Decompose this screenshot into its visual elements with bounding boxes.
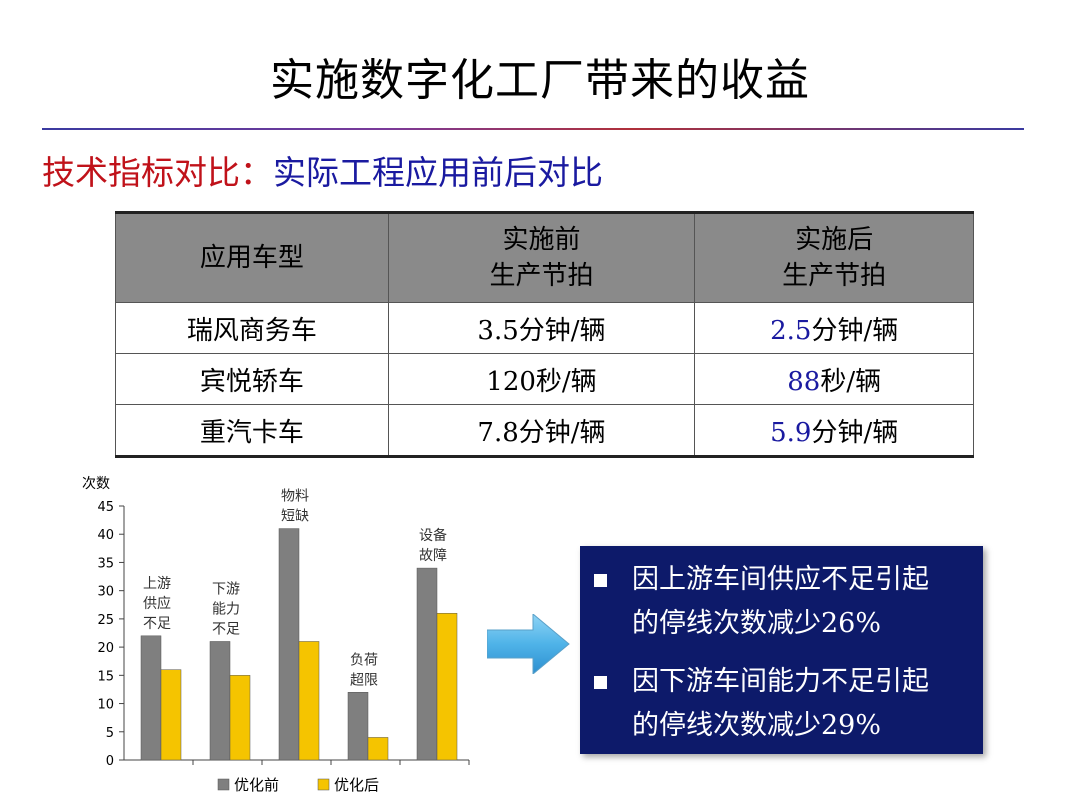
y-tick-label: 30 xyxy=(97,585,114,600)
category-label: 下游 xyxy=(212,581,240,597)
category-label: 不足 xyxy=(143,616,171,632)
bullet-square-icon xyxy=(594,574,607,587)
bar xyxy=(436,612,458,761)
category-label: 上游 xyxy=(143,576,171,592)
y-tick-label: 10 xyxy=(97,698,114,713)
bar xyxy=(209,641,231,761)
y-axis-label: 次数 xyxy=(82,476,110,492)
y-tick-label: 15 xyxy=(97,669,114,684)
header-before: 实施前 生产节拍 xyxy=(387,211,696,303)
bar xyxy=(367,737,389,761)
category-label: 不足 xyxy=(212,621,240,637)
header-model: 应用车型 xyxy=(115,211,389,303)
bar xyxy=(140,635,162,761)
table-row: 宾悦轿车 120秒/辆 88秒/辆 xyxy=(115,353,974,405)
cell-model: 瑞风商务车 xyxy=(115,302,389,354)
legend-label: 优化后 xyxy=(334,776,379,794)
legend-swatch xyxy=(217,778,230,791)
cell-before: 3.5分钟/辆 xyxy=(387,302,696,354)
bar xyxy=(347,692,369,761)
category-label: 设备 xyxy=(419,527,447,544)
y-tick-label: 20 xyxy=(97,641,114,656)
cell-after: 2.5分钟/辆 xyxy=(694,302,974,354)
header-after: 实施后 生产节拍 xyxy=(694,211,974,303)
slide-subtitle: 技术指标对比：实际工程应用前后对比 xyxy=(42,146,603,194)
table-row: 重汽卡车 7.8分钟/辆 5.9分钟/辆 xyxy=(115,404,974,458)
bullet-square-icon xyxy=(594,676,607,689)
cell-model: 重汽卡车 xyxy=(115,404,389,458)
bar xyxy=(298,641,320,761)
legend-swatch xyxy=(317,778,330,791)
category-label: 短缺 xyxy=(281,509,309,525)
bar xyxy=(229,675,251,761)
bar xyxy=(160,669,182,761)
right-arrow-icon xyxy=(487,614,570,674)
y-tick-label: 5 xyxy=(106,726,114,741)
table-row: 瑞风商务车 3.5分钟/辆 2.5分钟/辆 xyxy=(115,302,974,354)
cell-model: 宾悦轿车 xyxy=(115,353,389,405)
cell-before: 7.8分钟/辆 xyxy=(387,404,696,458)
cell-after: 88秒/辆 xyxy=(694,353,974,405)
category-label: 超限 xyxy=(350,672,378,688)
category-label: 供应 xyxy=(143,595,171,612)
subtitle-prefix: 技术指标对比： xyxy=(42,153,273,192)
y-tick-label: 40 xyxy=(97,528,114,543)
category-label: 物料 xyxy=(281,489,309,505)
bar xyxy=(416,567,438,761)
y-tick-label: 45 xyxy=(97,500,114,515)
comparison-table: 应用车型 实施前 生产节拍 实施后 生产节拍 瑞风商务车 3.5分钟/辆 2.5… xyxy=(115,211,974,458)
category-label: 负荷 xyxy=(350,652,378,668)
y-tick-label: 35 xyxy=(97,556,114,571)
title-divider xyxy=(42,128,1024,130)
y-tick-label: 0 xyxy=(106,754,114,769)
cell-after: 5.9分钟/辆 xyxy=(694,404,974,458)
bar xyxy=(278,528,300,761)
category-label: 能力 xyxy=(212,601,240,617)
cell-before: 120秒/辆 xyxy=(387,353,696,405)
y-tick-label: 25 xyxy=(97,613,114,628)
subtitle-text: 实际工程应用前后对比 xyxy=(273,153,603,192)
category-label: 故障 xyxy=(419,548,447,564)
table-header-row: 应用车型 实施前 生产节拍 实施后 生产节拍 xyxy=(115,211,974,303)
slide-title: 实施数字化工厂带来的收益 xyxy=(270,55,810,106)
legend-label: 优化前 xyxy=(234,776,279,794)
summary-box: 因上游车间供应不足引起 的停线次数减少26% 因下游车间能力不足引起 的停线次数… xyxy=(580,546,983,754)
